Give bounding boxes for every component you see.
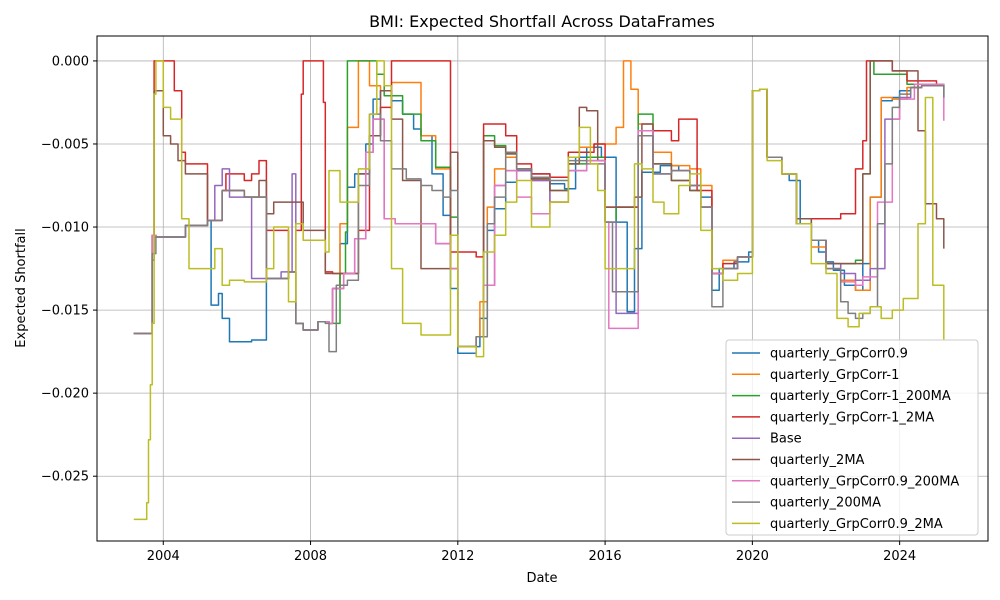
chart-title: BMI: Expected Shortfall Across DataFrame… xyxy=(369,12,715,31)
legend-label: quarterly_2MA xyxy=(770,453,865,468)
legend-box xyxy=(725,339,979,536)
y-tick-label: −0.015 xyxy=(41,304,89,319)
y-axis: 0.000 −0.005 −0.010 −0.015 −0.020 −0.025 xyxy=(41,54,97,485)
y-axis-label: Expected Shortfall xyxy=(14,228,29,347)
x-tick-label: 2008 xyxy=(294,549,327,564)
legend-label: quarterly_GrpCorr-1_200MA xyxy=(770,389,951,404)
x-axis: 2004 2008 2012 2016 2020 2024 xyxy=(147,541,916,564)
y-tick-label: −0.025 xyxy=(41,470,89,485)
legend-label: quarterly_200MA xyxy=(770,496,881,511)
legend-label: quarterly_GrpCorr0.9_200MA xyxy=(770,474,959,489)
y-tick-label: 0.000 xyxy=(52,54,89,69)
x-axis-label: Date xyxy=(526,571,557,586)
y-tick-label: −0.020 xyxy=(41,387,89,402)
legend-label: quarterly_GrpCorr-1_2MA xyxy=(770,410,934,425)
legend-label: quarterly_GrpCorr0.9_2MA xyxy=(770,517,943,532)
legend-label: Base xyxy=(770,432,802,447)
legend-label: quarterly_GrpCorr0.9 xyxy=(770,347,908,362)
plot-frame xyxy=(96,35,989,542)
legend-label: quarterly_GrpCorr-1 xyxy=(770,368,899,383)
series-layer xyxy=(133,60,945,521)
y-tick-label: −0.005 xyxy=(41,137,89,152)
legend: quarterly_GrpCorr0.9 quarterly_GrpCorr-1q… xyxy=(725,339,979,536)
series-line-quarterly-200ma xyxy=(133,85,945,353)
x-tick-label: 2020 xyxy=(736,549,769,564)
x-tick-label: 2004 xyxy=(147,549,180,564)
x-tick-label: 2012 xyxy=(441,549,474,564)
series-line-quarterly-grpcorr0-9-2ma xyxy=(133,60,945,521)
x-tick-label: 2016 xyxy=(589,549,622,564)
y-tick-label: −0.010 xyxy=(41,221,89,236)
x-tick-label: 2024 xyxy=(883,549,916,564)
